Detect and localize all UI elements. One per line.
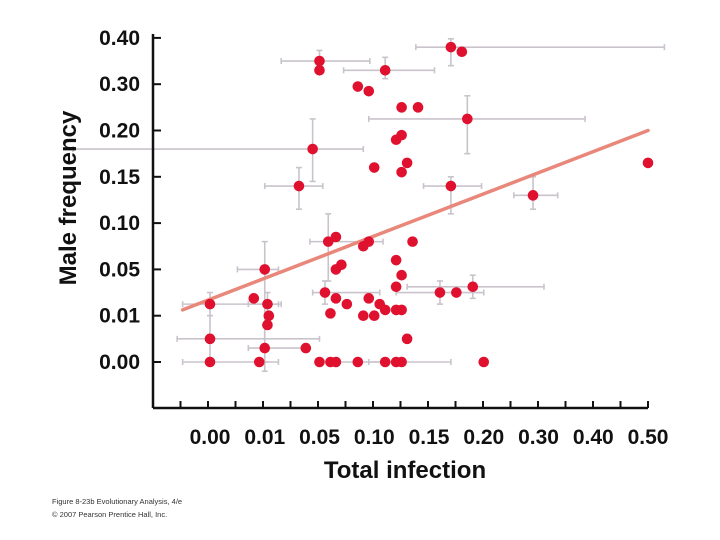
data-point [396, 269, 407, 281]
data-point [527, 190, 539, 201]
data-point [379, 356, 391, 368]
data-point [478, 356, 490, 368]
data-point [363, 236, 375, 247]
data-point [263, 310, 275, 322]
copyright-caption: © 2007 Pearson Prentice Hall, Inc. [52, 510, 168, 519]
y-tick-label: 0.05 [99, 258, 140, 281]
x-axis-title: Total infection [324, 457, 486, 484]
data-point [319, 287, 331, 298]
data-point [358, 310, 369, 322]
data-points [204, 41, 654, 368]
y-tick-label: 0.00 [99, 351, 140, 374]
x-tick-label: 0.20 [463, 426, 504, 449]
data-point [445, 41, 457, 53]
data-point [314, 356, 325, 368]
data-point [412, 102, 424, 113]
figure-caption: Figure 8-23b Evolutionary Analysis, 4/e [52, 497, 183, 506]
trend-line-group [180, 128, 650, 312]
data-point [330, 293, 342, 304]
x-tick-labels: 0.00 0.01 0.05 0.10 0.15 0.20 0.30 0.40 0.50 [190, 426, 669, 449]
y-tick-label: 0.01 [99, 305, 140, 328]
data-point [300, 342, 312, 354]
data-point [396, 129, 407, 141]
data-point [396, 102, 407, 113]
data-point [204, 298, 216, 310]
trend-line [180, 128, 650, 312]
x-tick-label: 0.05 [299, 426, 340, 449]
data-point [363, 293, 375, 304]
data-point [396, 304, 407, 316]
data-point [259, 264, 271, 275]
data-point [307, 143, 318, 155]
y-axis-title: Male frequency [55, 110, 82, 285]
data-point [330, 356, 342, 368]
data-point [330, 231, 342, 243]
y-tick-label: 0.10 [99, 212, 140, 235]
data-point [456, 46, 468, 58]
data-point [401, 157, 413, 169]
data-point [467, 281, 479, 293]
data-point [204, 356, 216, 368]
data-point [390, 254, 402, 266]
data-point [322, 236, 334, 247]
x-tick-label: 0.30 [518, 426, 559, 449]
data-point [363, 85, 375, 97]
data-point [445, 180, 457, 192]
y-tick-label: 0.40 [99, 27, 140, 50]
data-point [253, 356, 265, 368]
data-point [407, 236, 418, 247]
data-point [341, 298, 353, 310]
data-point [368, 310, 380, 322]
data-point [390, 281, 402, 293]
axes [151, 34, 649, 410]
x-tick-label: 0.00 [190, 426, 231, 449]
y-tick-labels: 0.00 0.01 0.05 0.10 0.15 0.20 0.30 0.40 [99, 27, 140, 374]
data-point [379, 304, 391, 316]
data-point [434, 287, 446, 298]
y-tick-label: 0.30 [99, 73, 140, 96]
data-point [293, 180, 305, 192]
data-point [259, 342, 271, 354]
data-point [204, 333, 216, 345]
data-point [451, 287, 462, 298]
data-point [462, 113, 473, 125]
data-point [379, 65, 391, 76]
data-point [396, 356, 407, 368]
data-point [314, 55, 325, 67]
data-point [642, 157, 654, 169]
data-point [314, 65, 325, 76]
x-tick-label: 0.50 [628, 426, 669, 449]
data-point [368, 162, 380, 173]
x-tick-label: 0.01 [244, 426, 285, 449]
data-point [262, 298, 273, 310]
y-tick-label: 0.15 [99, 166, 140, 189]
x-tick-label: 0.15 [409, 426, 450, 449]
y-tick-label: 0.20 [99, 120, 140, 143]
data-point [262, 319, 273, 331]
data-point [325, 308, 336, 319]
data-point [336, 259, 347, 271]
data-point [352, 356, 364, 368]
data-point [396, 166, 407, 178]
x-tick-label: 0.40 [573, 426, 614, 449]
data-point [401, 333, 413, 345]
x-tick-label: 0.10 [354, 426, 395, 449]
data-point [352, 81, 364, 92]
data-point [248, 293, 260, 304]
